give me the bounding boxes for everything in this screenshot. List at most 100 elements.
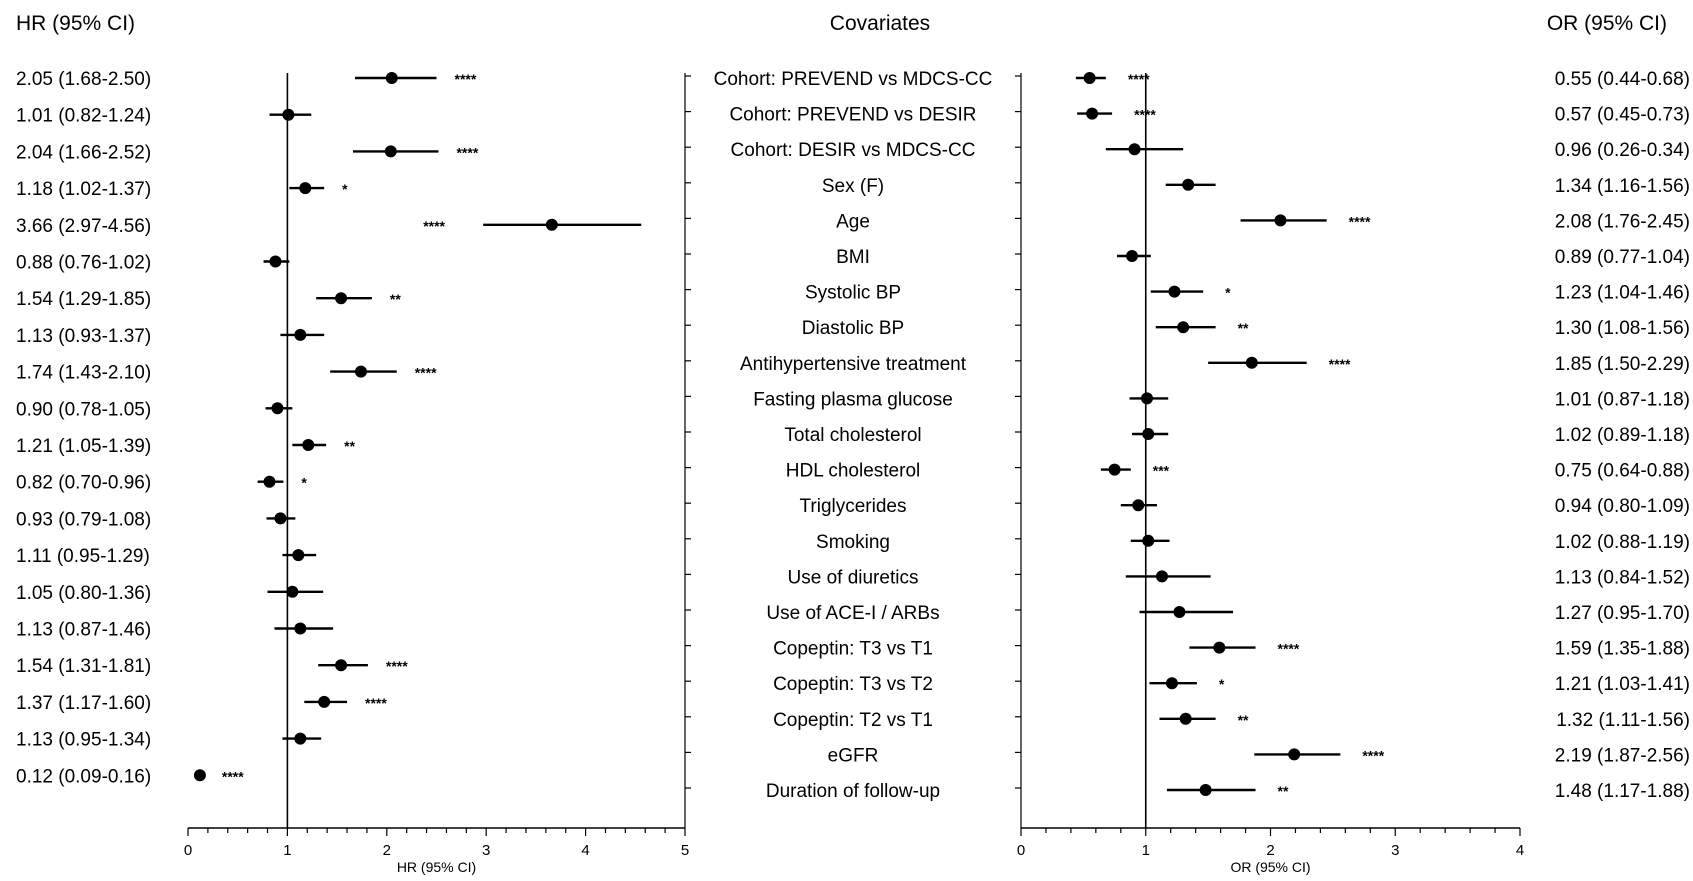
or-point-estimate: [1128, 143, 1141, 156]
or-x-axis-label: OR (95% CI): [1230, 859, 1310, 875]
hr-value-label: 0.90 (0.78-1.05): [16, 399, 151, 420]
hr-point-estimate: [299, 182, 312, 195]
covariate-label: Cohort: DESIR vs MDCS-CC: [731, 140, 976, 161]
hr-tick-label: 3: [482, 842, 490, 859]
or-value-label: 1.23 (1.04-1.46): [1555, 283, 1690, 304]
hr-value-label: 1.13 (0.95-1.34): [16, 730, 151, 751]
covariate-label: Triglycerides: [800, 496, 907, 517]
hr-value-label: 1.54 (1.29-1.85): [16, 289, 151, 310]
hr-point-estimate: [282, 108, 295, 121]
or-significance-marker: **: [1278, 783, 1289, 799]
or-value-labels: 0.55 (0.44-0.68) 0.57 (0.45-0.73) 0.96 (0.…: [1555, 69, 1690, 802]
covariate-label: Copeptin: T2 vs T1: [773, 710, 933, 731]
hr-value-label: 2.04 (1.66-2.52): [16, 142, 151, 163]
hr-value-label: 1.74 (1.43-2.10): [16, 363, 151, 384]
or-value-label: 1.34 (1.16-1.56): [1555, 176, 1690, 197]
or-value-label: 0.75 (0.64-0.88): [1555, 461, 1690, 482]
hr-value-label: 1.05 (0.80-1.36): [16, 583, 151, 604]
or-point-estimate: [1288, 748, 1301, 761]
hr-value-label: 0.93 (0.79-1.08): [16, 509, 151, 530]
or-value-label: 1.02 (0.89-1.18): [1555, 425, 1690, 446]
covariate-label: Total cholesterol: [784, 425, 921, 446]
covariate-label: Smoking: [816, 532, 890, 553]
hr-value-label: 0.88 (0.76-1.02): [16, 253, 151, 274]
covariate-label: Use of ACE-I / ARBs: [766, 603, 939, 624]
hr-point-estimate: [292, 549, 305, 562]
or-point-estimate: [1132, 499, 1145, 512]
or-tick-label: 1: [1142, 842, 1150, 859]
covariate-label: Fasting plasma glucose: [753, 389, 953, 410]
hr-tick-label: 0: [184, 842, 192, 859]
or-point-estimate: [1173, 606, 1186, 618]
hr-x-axis-label: HR (95% CI): [397, 859, 476, 875]
or-tick-label: 2: [1266, 842, 1274, 859]
hr-point-estimate: [274, 512, 287, 525]
or-value-label: 1.30 (1.08-1.56): [1555, 318, 1690, 339]
or-value-label: 1.13 (0.84-1.52): [1555, 567, 1690, 588]
or-significance-marker: ****: [1134, 107, 1156, 123]
or-point-estimate: [1155, 570, 1168, 583]
or-significance-marker: ****: [1362, 747, 1384, 763]
or-point-estimate: [1199, 784, 1212, 796]
or-significance-marker: ****: [1329, 356, 1351, 372]
or-point-estimate: [1179, 712, 1192, 725]
or-point-estimate: [1177, 321, 1190, 334]
hr-value-label: 1.13 (0.93-1.37): [16, 326, 151, 347]
hr-point-estimate: [318, 695, 331, 708]
or-value-label: 0.57 (0.45-0.73): [1555, 105, 1690, 126]
hr-significance-marker: **: [390, 291, 401, 307]
hr-value-label: 1.37 (1.17-1.60): [16, 693, 151, 714]
hr-point-estimate: [294, 732, 307, 745]
covariate-label: Systolic BP: [805, 283, 901, 304]
covariate-label: Duration of follow-up: [766, 781, 940, 802]
hr-significance-marker: *: [301, 475, 307, 491]
hr-significance-marker: ****: [415, 365, 437, 381]
or-value-label: 1.85 (1.50-2.29): [1555, 354, 1690, 375]
hr-value-labels: 2.05 (1.68-2.50) 1.01 (0.82-1.24) 2.04 (1.…: [16, 69, 151, 787]
covariate-label: Age: [836, 211, 870, 232]
or-value-label: 0.55 (0.44-0.68): [1555, 69, 1690, 90]
hr-point-estimate: [545, 218, 558, 231]
hr-significance-marker: ****: [423, 218, 445, 234]
covariate-label: Antihypertensive treatment: [740, 354, 967, 375]
or-forest-plot: 0 1 2 3 4OR (95% CI)************************…: [1015, 71, 1524, 875]
or-header: OR (95% CI): [1547, 12, 1667, 35]
or-point-estimate: [1142, 534, 1155, 547]
or-point-estimate: [1108, 463, 1121, 476]
hr-value-label: 1.21 (1.05-1.39): [16, 436, 151, 457]
or-value-label: 1.21 (1.03-1.41): [1555, 674, 1690, 695]
or-value-label: 2.08 (1.76-2.45): [1555, 211, 1690, 232]
or-point-estimate: [1126, 250, 1139, 262]
covariate-label: Cohort: PREVEND vs DESIR: [729, 105, 976, 126]
hr-point-estimate: [335, 659, 348, 672]
hr-point-estimate: [269, 255, 282, 268]
covariate-label: HDL cholesterol: [786, 461, 920, 482]
covariate-label: Diastolic BP: [802, 318, 904, 339]
or-tick-label: 3: [1391, 842, 1399, 859]
or-value-label: 1.48 (1.17-1.88): [1555, 781, 1690, 802]
or-point-estimate: [1274, 214, 1287, 227]
covariate-label: Cohort: PREVEND vs MDCS-CC: [714, 69, 993, 90]
hr-point-estimate: [263, 475, 276, 488]
hr-significance-marker: ****: [365, 695, 387, 711]
covariate-label: Sex (F): [822, 176, 884, 197]
covariate-label: Use of diuretics: [788, 567, 919, 588]
hr-tick-label: 2: [383, 842, 391, 859]
or-value-label: 1.02 (0.88-1.19): [1555, 532, 1690, 553]
hr-significance-marker: ****: [456, 144, 478, 160]
hr-forest-plot: 0 1 2 3 4 5HR (95% CI)***********************…: [184, 71, 691, 875]
or-significance-marker: ****: [1128, 71, 1150, 87]
hr-significance-marker: ****: [222, 768, 244, 784]
or-significance-marker: *: [1225, 285, 1231, 301]
hr-value-label: 1.18 (1.02-1.37): [16, 179, 151, 200]
hr-value-label: 3.66 (2.97-4.56): [16, 216, 151, 237]
or-point-estimate: [1083, 72, 1096, 84]
or-point-estimate: [1165, 677, 1178, 690]
hr-value-label: 2.05 (1.68-2.50): [16, 69, 151, 90]
hr-value-label: 1.13 (0.87-1.46): [16, 620, 151, 641]
hr-value-label: 1.01 (0.82-1.24): [16, 106, 151, 127]
or-value-label: 0.96 (0.26-0.34): [1555, 140, 1690, 161]
hr-tick-label: 4: [581, 842, 589, 859]
hr-point-estimate: [294, 328, 307, 341]
